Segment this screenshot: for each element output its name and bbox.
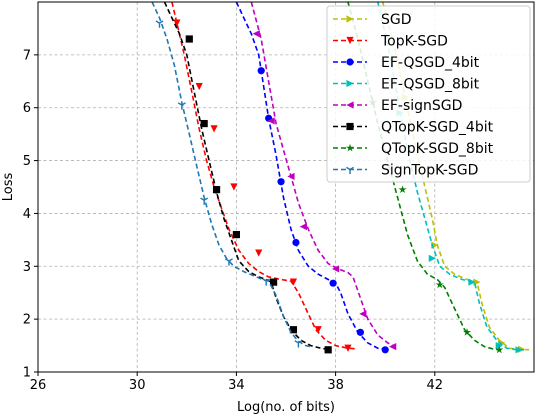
legend-marker <box>346 79 354 88</box>
legend-marker <box>346 166 354 175</box>
series-line <box>171 2 356 350</box>
series-signtopk-sgd <box>151 2 311 348</box>
data-point <box>257 67 265 75</box>
series-line <box>250 2 396 348</box>
legend-marker <box>346 58 354 66</box>
data-point <box>200 197 209 205</box>
plot-frame <box>37 1 535 373</box>
data-point <box>289 326 298 334</box>
y-tick-label: 1 <box>23 366 31 381</box>
data-point <box>210 125 218 133</box>
data-point <box>277 178 285 186</box>
data-point <box>255 249 263 257</box>
data-point <box>398 185 407 194</box>
series-ef-signsgd <box>250 2 397 351</box>
data-point <box>428 254 436 262</box>
series-line <box>381 2 530 351</box>
legend-label: QTopK-SGD_8bit <box>381 141 494 157</box>
legend-label: EF-signSGD <box>381 98 462 114</box>
x-axis-label: Log(no. of bits) <box>237 400 335 415</box>
series-topk-sgd <box>171 2 356 352</box>
data-point <box>252 30 260 38</box>
legend-marker <box>346 36 354 45</box>
data-point <box>495 345 504 354</box>
data-point <box>294 340 303 348</box>
data-point <box>435 280 444 289</box>
data-point <box>287 172 295 181</box>
legend-label: EF-QSGD_4bit <box>381 55 480 71</box>
legend: SGD TopK-SGD EF-QSGD_4bit EF-QSGD_8bit EF-si… <box>326 5 531 183</box>
y-tick-label: 4 <box>23 207 31 222</box>
data-point <box>232 230 240 239</box>
data-point <box>515 346 523 354</box>
legend-marker <box>346 143 354 152</box>
series-ef-qsgd-4bit <box>235 2 389 354</box>
x-tick-label: 38 <box>327 378 344 393</box>
legend-marker <box>346 122 354 131</box>
series-group <box>151 2 530 354</box>
legend-label: SignTopK-SGD <box>381 163 478 179</box>
data-point <box>344 344 352 352</box>
series-line <box>377 2 525 351</box>
data-point <box>173 19 181 27</box>
data-point <box>289 278 298 286</box>
data-point <box>381 346 389 354</box>
data-point <box>463 328 472 336</box>
x-tick-label: 26 <box>30 378 47 393</box>
data-point <box>195 82 203 91</box>
data-point <box>230 183 238 191</box>
legend-marker <box>346 15 354 23</box>
data-point <box>314 326 322 334</box>
data-point <box>468 278 476 286</box>
y-axis-label: Loss <box>1 173 16 202</box>
series-line <box>163 2 331 351</box>
data-point <box>359 310 367 318</box>
y-tick-label: 5 <box>23 154 31 169</box>
data-point <box>329 279 337 287</box>
series-qtopk-sgd-4bit <box>163 2 332 354</box>
legend-label: SGD <box>381 12 412 28</box>
data-point <box>292 238 300 247</box>
data-point <box>389 343 397 351</box>
data-point <box>495 341 503 350</box>
data-point <box>155 20 164 28</box>
data-point <box>185 35 193 43</box>
x-tick-label: 30 <box>129 378 146 393</box>
series-line <box>235 2 388 351</box>
data-point <box>324 346 332 354</box>
legend-marker <box>346 101 354 109</box>
data-point <box>270 278 278 286</box>
data-point <box>177 102 186 110</box>
y-tick-label: 3 <box>23 260 31 275</box>
y-tick-label: 2 <box>23 313 31 328</box>
series-line <box>347 2 505 351</box>
legend-label: QTopK-SGD_4bit <box>381 120 494 136</box>
series-line <box>151 2 311 348</box>
data-point <box>356 328 364 336</box>
data-point <box>299 223 307 231</box>
data-point <box>200 119 208 128</box>
data-point <box>212 186 221 194</box>
data-point <box>224 258 233 266</box>
data-point <box>262 278 271 286</box>
data-point <box>332 265 340 273</box>
x-tick-label: 34 <box>228 378 245 393</box>
y-tick-label: 6 <box>23 101 31 116</box>
legend-label: EF-QSGD_8bit <box>381 77 480 93</box>
data-point <box>267 117 275 125</box>
legend-label: TopK-SGD <box>380 34 448 50</box>
x-tick-label: 42 <box>427 378 444 393</box>
y-tick-label: 7 <box>23 48 31 63</box>
legend-box <box>326 5 531 183</box>
